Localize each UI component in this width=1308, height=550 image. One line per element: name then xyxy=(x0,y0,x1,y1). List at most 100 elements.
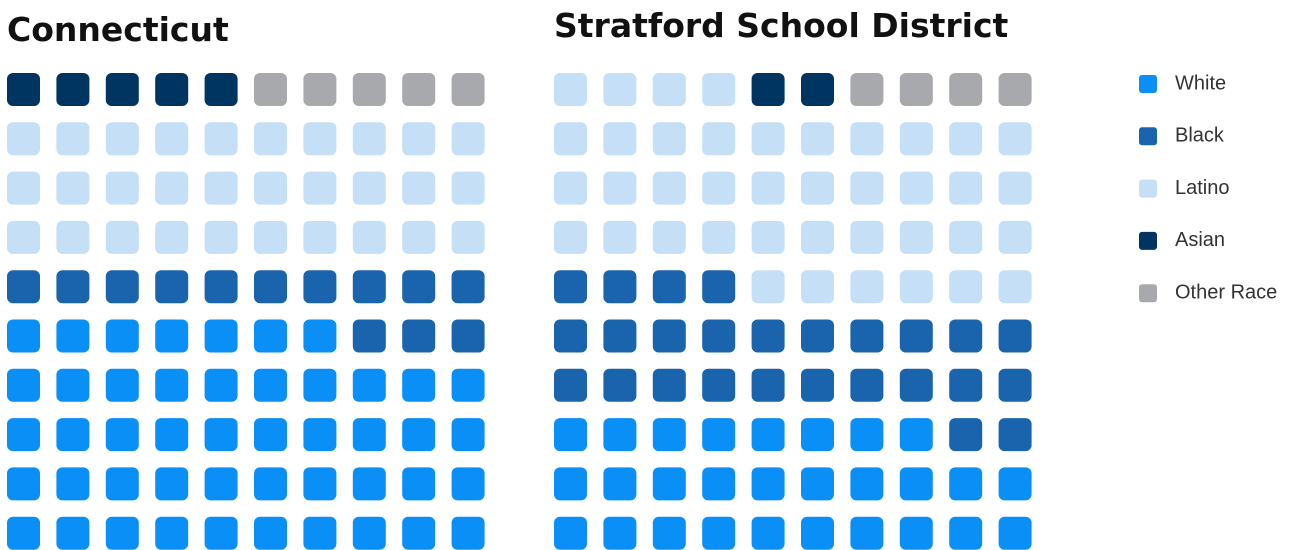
waffle-cell xyxy=(554,220,587,254)
waffle-cell xyxy=(402,368,436,402)
waffle-cell xyxy=(254,368,287,402)
waffle-cell xyxy=(949,220,983,254)
waffle-cell xyxy=(56,73,90,106)
waffle-cell xyxy=(303,368,337,402)
waffle-cell xyxy=(603,270,637,304)
waffle-cell xyxy=(801,171,834,205)
waffle-cell xyxy=(702,220,736,254)
waffle-cell xyxy=(204,418,238,452)
waffle-cell xyxy=(303,122,337,156)
waffle-cell xyxy=(850,516,884,550)
waffle-cell xyxy=(751,73,785,106)
waffle-cell xyxy=(603,516,637,550)
waffle-cell xyxy=(652,319,686,353)
waffle-cell xyxy=(702,467,736,501)
waffle-cell xyxy=(949,270,983,304)
legend-swatch xyxy=(1139,127,1157,146)
waffle-cell xyxy=(451,270,485,304)
waffle-cell xyxy=(303,319,337,353)
waffle-cell xyxy=(652,270,686,304)
waffle-cell xyxy=(451,319,485,353)
waffle-cell xyxy=(652,220,686,254)
waffle-cell xyxy=(554,418,587,452)
waffle-cell xyxy=(801,467,834,501)
waffle-cell xyxy=(801,122,834,156)
waffle-cell xyxy=(702,319,736,353)
waffle-cell xyxy=(603,171,637,205)
legend-label: White xyxy=(1175,72,1226,94)
waffle-cell xyxy=(352,467,386,501)
waffle-cell xyxy=(402,171,436,205)
waffle-cell xyxy=(7,319,40,353)
waffle-cell xyxy=(702,516,736,550)
waffle-cell xyxy=(554,368,587,402)
waffle-cell xyxy=(949,467,983,501)
waffle-cell xyxy=(7,467,40,501)
waffle-cell xyxy=(702,122,736,156)
waffle-cell xyxy=(303,220,337,254)
waffle-cell xyxy=(352,319,386,353)
waffle-cell xyxy=(303,516,337,550)
waffle-cell xyxy=(352,73,386,106)
waffle-cell xyxy=(352,516,386,550)
waffle-cell xyxy=(998,220,1032,254)
legend-label: Other Race xyxy=(1175,281,1277,303)
waffle-cell xyxy=(105,270,139,304)
waffle-cell xyxy=(254,270,287,304)
waffle-cell xyxy=(801,220,834,254)
waffle-cell xyxy=(554,516,587,550)
waffle-cell xyxy=(451,467,485,501)
waffle-cell xyxy=(155,418,189,452)
waffle-cell xyxy=(56,171,90,205)
waffle-cell xyxy=(652,368,686,402)
waffle-cell xyxy=(254,319,287,353)
waffle-cell xyxy=(105,171,139,205)
waffle-cell xyxy=(998,467,1032,501)
waffle-cell xyxy=(155,122,189,156)
waffle-cell xyxy=(652,418,686,452)
waffle-cell xyxy=(998,516,1032,550)
waffle-cell xyxy=(998,73,1032,106)
waffle-cell xyxy=(801,270,834,304)
waffle-cell xyxy=(155,516,189,550)
waffle-cell xyxy=(254,467,287,501)
legend-swatch xyxy=(1139,75,1157,93)
waffle-cell xyxy=(105,73,139,106)
waffle-cell xyxy=(451,368,485,402)
legend-label: Latino xyxy=(1175,177,1230,199)
waffle-cell xyxy=(204,368,238,402)
waffle-cell xyxy=(352,368,386,402)
waffle-cell xyxy=(402,467,436,501)
waffle-cell xyxy=(998,418,1032,452)
waffle-cell xyxy=(751,171,785,205)
waffle-cell xyxy=(554,467,587,501)
legend-swatch xyxy=(1139,284,1157,303)
waffle-cell xyxy=(254,418,287,452)
waffle-cell xyxy=(352,171,386,205)
waffle-cell xyxy=(451,73,485,106)
waffle-cell xyxy=(402,122,436,156)
waffle-cell xyxy=(751,516,785,550)
waffle-cell xyxy=(554,122,587,156)
waffle-cell xyxy=(303,171,337,205)
legend-swatch xyxy=(1139,231,1157,250)
waffle-cell xyxy=(899,122,933,156)
waffle-cell xyxy=(751,418,785,452)
waffle-cell xyxy=(155,171,189,205)
waffle-cell xyxy=(7,516,40,550)
waffle-cell xyxy=(949,368,983,402)
waffle-cell xyxy=(402,516,436,550)
waffle-cell xyxy=(204,319,238,353)
waffle-cell xyxy=(949,418,983,452)
waffle-cell xyxy=(7,418,40,452)
waffle-cell xyxy=(702,73,736,106)
waffle-cell xyxy=(801,73,834,106)
waffle-cell xyxy=(652,73,686,106)
waffle-cell xyxy=(7,220,40,254)
waffle-cell xyxy=(451,171,485,205)
waffle-cell xyxy=(899,319,933,353)
waffle-cell xyxy=(56,220,90,254)
waffle-cell xyxy=(204,122,238,156)
waffle-cell xyxy=(603,467,637,501)
waffle-cell xyxy=(254,516,287,550)
